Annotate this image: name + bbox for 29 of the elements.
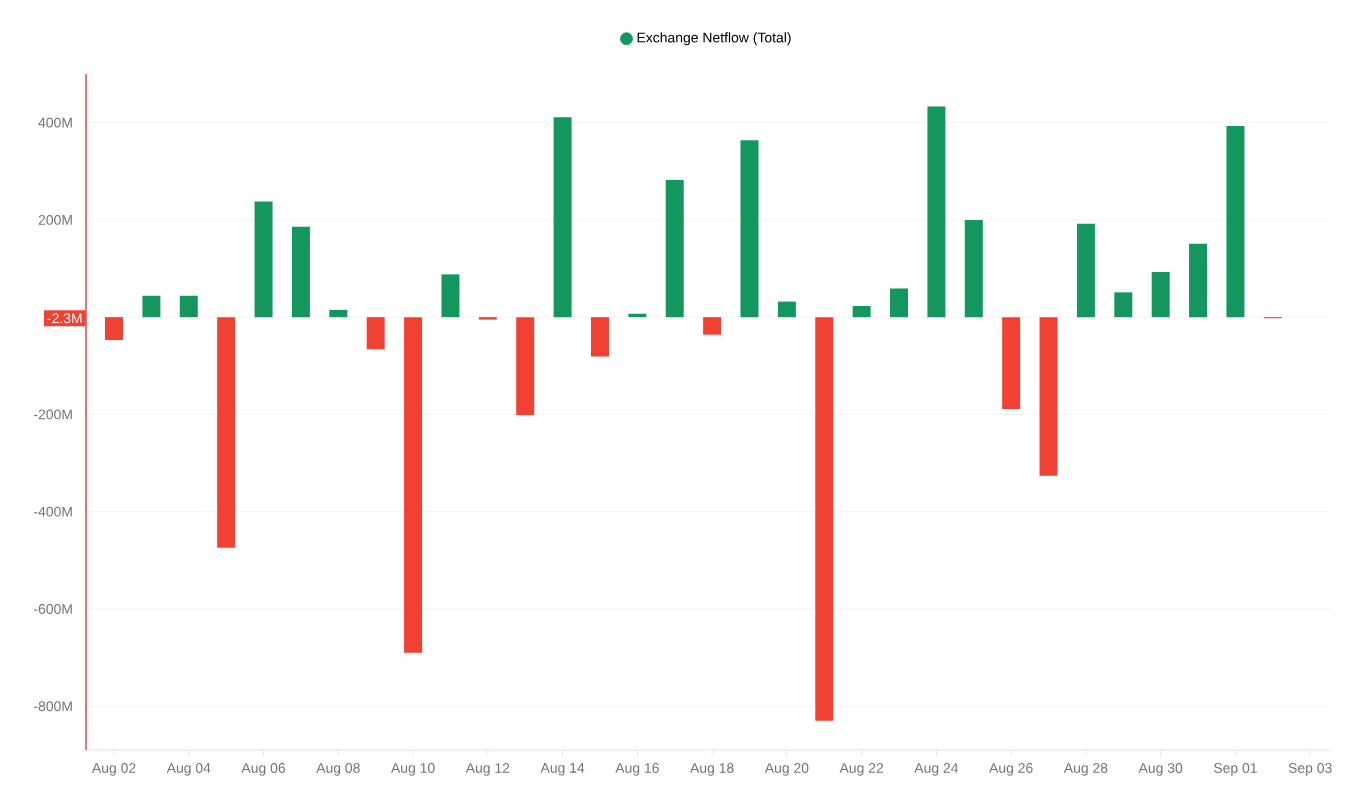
- bar: [1039, 317, 1058, 476]
- bar: [217, 317, 236, 548]
- bar: [1189, 243, 1208, 318]
- bar: [1076, 223, 1095, 318]
- bar: [404, 317, 423, 653]
- bar: [291, 226, 310, 318]
- bar: [441, 274, 460, 318]
- bar: [852, 305, 871, 318]
- bar: [890, 288, 909, 318]
- bar: [665, 180, 684, 318]
- bar: [1002, 317, 1021, 410]
- bar: [142, 295, 161, 318]
- bar: [179, 295, 198, 318]
- bar: [105, 317, 124, 341]
- bar: [927, 106, 946, 318]
- bar: [366, 317, 385, 350]
- bar: [590, 317, 609, 357]
- bar: [1226, 126, 1245, 318]
- bar: [815, 317, 834, 721]
- bar: [777, 301, 796, 318]
- bar: [254, 201, 273, 318]
- bar: [516, 317, 535, 415]
- bar: [329, 309, 348, 318]
- bar: [964, 219, 983, 318]
- bar: [1114, 292, 1133, 318]
- bar: [553, 117, 572, 318]
- bar: [1151, 271, 1170, 318]
- bar: [703, 317, 722, 335]
- bar: [740, 140, 759, 318]
